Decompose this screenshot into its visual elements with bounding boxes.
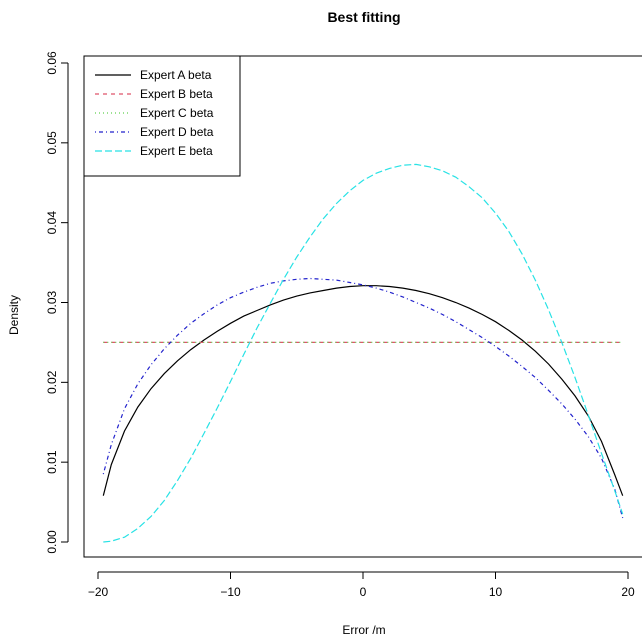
x-tick-label: −10 xyxy=(220,585,241,599)
x-tick-label: 20 xyxy=(621,585,635,599)
y-tick-label: 0.03 xyxy=(45,290,59,314)
axes: −20 −10 0 10 20 0.00 0.01 0.02 0.03 0.04 0.05 0.06 xyxy=(45,51,635,599)
x-tick-label: −20 xyxy=(88,585,109,599)
y-tick-label: 0.04 xyxy=(45,211,59,235)
legend-label: Expert A beta xyxy=(140,68,212,82)
y-tick-label: 0.02 xyxy=(45,370,59,394)
legend: Expert A beta Expert B beta Expert C beta E… xyxy=(83,55,241,177)
series-line-expert-d-beta xyxy=(102,277,624,519)
legend-label: Expert B beta xyxy=(140,87,213,101)
y-axis-label: Density xyxy=(7,295,21,335)
chart-title: Best fitting xyxy=(327,9,400,25)
y-tick-label: 0.06 xyxy=(45,51,59,75)
legend-label: Expert C beta xyxy=(140,106,214,120)
x-tick-label: 0 xyxy=(360,585,367,599)
y-tick-label: 0.01 xyxy=(45,450,59,474)
y-tick-label: 0.00 xyxy=(45,530,59,554)
legend-box xyxy=(83,55,241,177)
y-tick-label: 0.05 xyxy=(45,131,59,155)
series-line-expert-e-beta xyxy=(103,163,624,543)
x-axis-label: Error /m xyxy=(342,623,385,637)
series-line-expert-a-beta xyxy=(102,285,624,496)
legend-label: Expert E beta xyxy=(140,144,213,158)
series-layer xyxy=(102,163,624,543)
plot-frame xyxy=(83,55,642,558)
legend-label: Expert D beta xyxy=(140,125,214,139)
x-tick-label: 10 xyxy=(489,585,503,599)
